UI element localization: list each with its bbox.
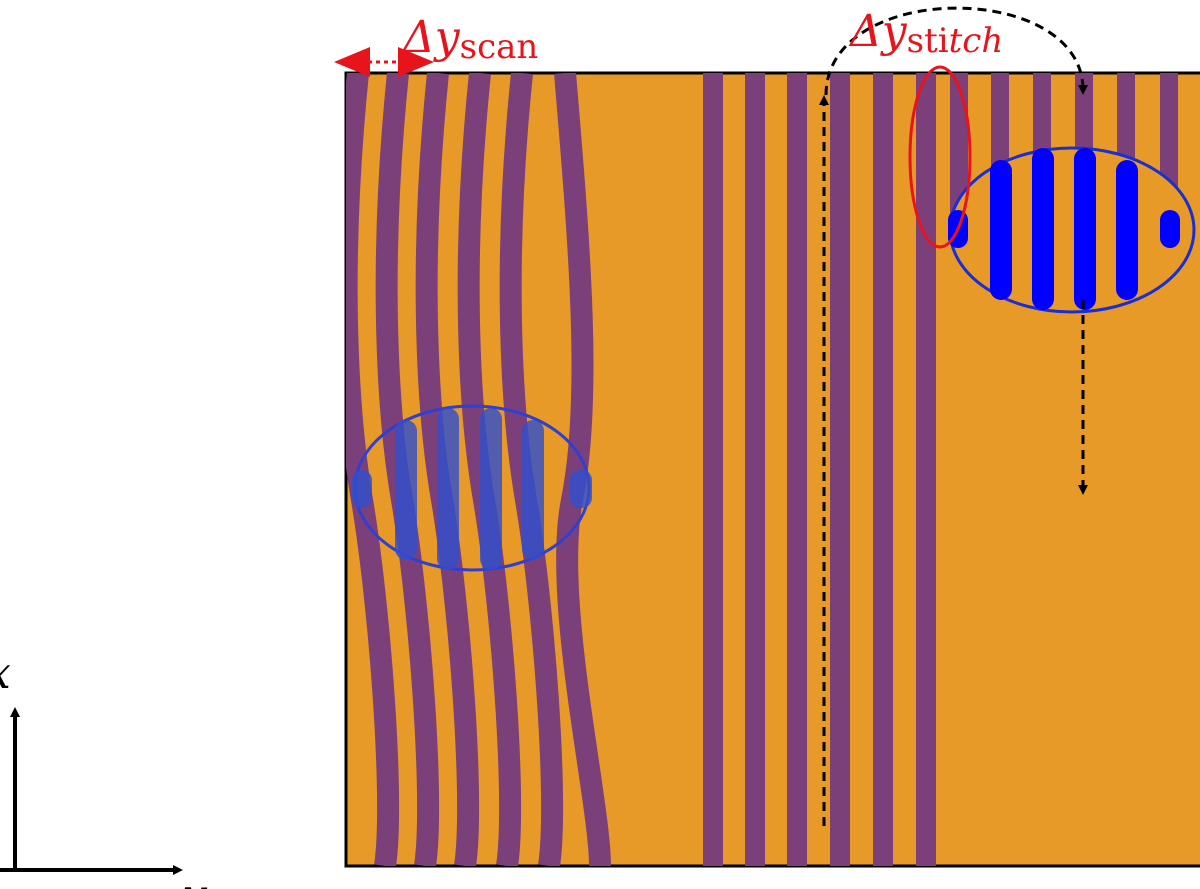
axes — [0, 707, 183, 875]
right-spot — [908, 65, 1196, 314]
left-spot — [352, 404, 592, 572]
scan-arrows — [819, 6, 1088, 826]
scan-label: Δyscan — [401, 12, 538, 67]
horizontal-axis-label: y — [180, 870, 208, 889]
stitch-label: Δystitch — [848, 6, 1003, 61]
vertical-axis-label: x — [0, 648, 11, 699]
